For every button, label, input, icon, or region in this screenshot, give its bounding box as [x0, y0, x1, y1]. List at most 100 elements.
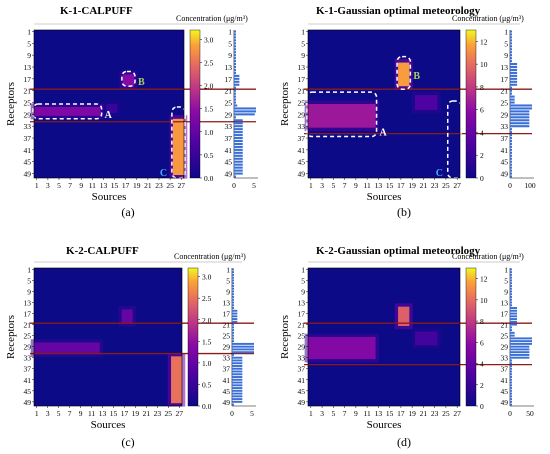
y-tick-label: 17	[298, 310, 306, 319]
x-tick-label: 19	[408, 181, 416, 190]
marginal-x-tick-label: 0	[508, 181, 512, 190]
x-tick-label: 3	[46, 181, 50, 190]
x-tick-label: 3	[320, 409, 324, 418]
marginal-bar	[232, 304, 234, 307]
marginal-bar	[510, 128, 512, 131]
marginal-bar	[510, 60, 512, 63]
marginal-bar	[232, 351, 254, 354]
marginal-bar	[232, 312, 238, 315]
colorbar-tick-label: 8	[480, 317, 484, 326]
x-tick-label: 19	[408, 409, 416, 418]
marginal-bar	[510, 340, 532, 343]
marginal-y-tick-label: 17	[223, 310, 231, 319]
y-tick-label: 5	[27, 276, 31, 285]
y-tick-label: 29	[298, 343, 306, 352]
colorbar-tick-label: 6	[480, 106, 484, 115]
marginal-x-tick-label: 5	[252, 181, 256, 190]
marginal-bar	[510, 362, 512, 365]
marginal-y-tick-label: 25	[501, 99, 509, 108]
marginal-bar	[510, 304, 512, 307]
marginal-y-tick-label: 49	[223, 398, 231, 407]
marginal-bar	[234, 122, 243, 125]
marginal-bar	[234, 125, 243, 128]
colorbar-tick-label: 1.5	[202, 337, 212, 346]
marginal-bar	[510, 139, 512, 143]
marginal-y-tick-label: 21	[501, 87, 509, 96]
marginal-y-tick-label: 41	[223, 376, 231, 385]
marginal-bar	[510, 101, 515, 104]
marginal-bar	[510, 279, 512, 282]
y-tick-label: 33	[24, 122, 32, 131]
y-tick-label: 45	[24, 387, 32, 396]
x-tick-label: 15	[111, 181, 119, 190]
marginal-bar	[510, 403, 512, 406]
marginal-bar	[510, 137, 512, 140]
marginal-bar	[232, 337, 234, 340]
heatmap-panel-b: K-1-Gaussian optimal meteorologyConcentr…	[279, 5, 536, 219]
marginal-bar	[510, 392, 512, 395]
marginal-bar	[234, 86, 236, 89]
x-tick-label: 21	[420, 181, 428, 190]
colorbar-tick-label: 0	[480, 402, 484, 411]
marginal-bar	[232, 365, 243, 367]
marginal-bar	[232, 403, 234, 406]
x-tick-label: 11	[363, 409, 370, 418]
marginal-bar	[232, 331, 234, 334]
marginal-bar	[510, 395, 512, 398]
marginal-y-tick-label: 5	[226, 276, 230, 285]
marginal-x-tick-label: 100	[524, 181, 536, 190]
legend-title: Concentration (μg/m³)	[452, 14, 524, 23]
x-tick-label: 27	[177, 181, 185, 190]
marginal-bar	[510, 116, 530, 119]
x-tick-label: 25	[165, 409, 173, 418]
y-tick-label: 9	[27, 51, 31, 60]
y-tick-label: 29	[24, 343, 32, 352]
x-tick-label: 11	[89, 181, 96, 190]
x-tick-label: 15	[386, 181, 394, 190]
marginal-y-tick-label: 49	[501, 170, 509, 179]
marginal-bar	[510, 320, 517, 323]
marginal-bar	[232, 298, 234, 301]
marginal-bar	[510, 163, 512, 166]
x-tick-label: 9	[354, 181, 358, 190]
marginal-y-tick-label: 1	[504, 265, 508, 274]
marginal-bar	[232, 296, 234, 298]
marginal-bar	[510, 166, 512, 169]
heatmap-background	[34, 268, 182, 406]
marginal-bar	[232, 279, 234, 282]
marginal-bar	[510, 92, 512, 95]
marginal-bar	[510, 298, 512, 301]
y-tick-label: 41	[24, 146, 32, 155]
annotation-box	[396, 55, 412, 90]
y-tick-label: 21	[298, 87, 306, 96]
marginal-y-tick-label: 41	[501, 146, 509, 155]
marginal-bar	[234, 104, 238, 107]
marginal-y-tick-label: 41	[501, 376, 509, 385]
heatmap-cell	[34, 342, 100, 354]
y-tick-label: 33	[298, 122, 306, 131]
y-tick-label: 29	[24, 110, 32, 119]
marginal-bar	[232, 392, 243, 395]
marginal-bar	[232, 373, 243, 376]
marginal-bar-plot: 1 5 9 13 17 21 25 29 33 37 41 45 49 0 5	[225, 27, 258, 190]
marginal-y-tick-label: 33	[225, 122, 233, 131]
x-tick-label: 1	[35, 181, 39, 190]
y-tick-label: 21	[24, 321, 32, 330]
y-tick-label: 21	[24, 87, 32, 96]
marginal-y-tick-label: 1	[226, 265, 230, 274]
marginal-bar	[510, 315, 517, 318]
x-tick-label: 17	[122, 181, 130, 190]
marginal-bar	[510, 175, 512, 178]
colorbar-tick-label: 2.0	[202, 316, 212, 325]
y-tick-label: 9	[301, 287, 305, 296]
legend-title: Concentration (μg/m³)	[176, 14, 248, 23]
y-axis-label: Receptors	[279, 82, 291, 126]
marginal-bar	[510, 389, 512, 392]
marginal-y-tick-label: 1	[504, 27, 508, 36]
marginal-bar	[234, 128, 243, 131]
marginal-bar	[510, 154, 512, 157]
marginal-bar	[234, 39, 236, 42]
marginal-x-tick-label: 0	[232, 181, 236, 190]
